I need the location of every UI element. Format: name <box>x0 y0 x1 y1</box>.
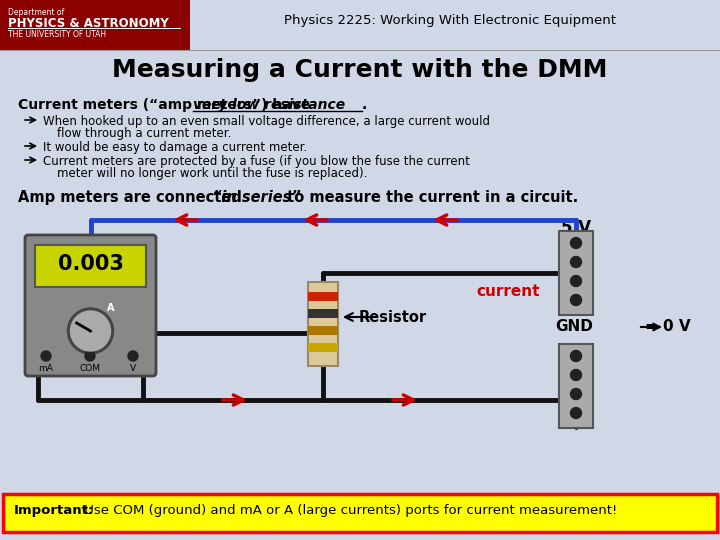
Text: mA: mA <box>39 364 53 373</box>
FancyBboxPatch shape <box>0 0 190 50</box>
Text: Important:: Important: <box>14 504 94 517</box>
Circle shape <box>71 311 110 351</box>
Text: COM: COM <box>79 364 101 373</box>
Text: When hooked up to an even small voltage difference, a large current would: When hooked up to an even small voltage … <box>43 115 490 128</box>
Circle shape <box>570 350 582 361</box>
Text: “in series”: “in series” <box>212 190 301 205</box>
Text: Use COM (ground) and mA or A (large currents) ports for current measurement!: Use COM (ground) and mA or A (large curr… <box>80 504 617 517</box>
Text: THE UNIVERSITY OF UTAH: THE UNIVERSITY OF UTAH <box>8 30 106 39</box>
Text: = 0 V: = 0 V <box>645 319 690 334</box>
Text: Current meters are protected by a fuse (if you blow the fuse the current: Current meters are protected by a fuse (… <box>43 155 470 168</box>
Text: 5 V: 5 V <box>561 219 591 237</box>
Text: Current meters (“amp meters”) have: Current meters (“amp meters”) have <box>18 98 315 112</box>
Circle shape <box>128 351 138 361</box>
Text: Physics 2225: Working With Electronic Equipment: Physics 2225: Working With Electronic Eq… <box>284 14 616 27</box>
Text: V: V <box>130 364 136 373</box>
FancyBboxPatch shape <box>559 344 593 428</box>
Text: Resistor: Resistor <box>359 310 427 325</box>
Circle shape <box>570 275 582 287</box>
FancyBboxPatch shape <box>308 343 338 352</box>
Text: GND: GND <box>555 319 593 334</box>
Text: very low resistance: very low resistance <box>193 98 345 112</box>
Text: Measuring a Current with the DMM: Measuring a Current with the DMM <box>112 58 608 82</box>
Text: 0.003: 0.003 <box>58 254 123 274</box>
FancyBboxPatch shape <box>308 282 338 366</box>
FancyBboxPatch shape <box>308 292 338 301</box>
Circle shape <box>570 238 582 248</box>
FancyBboxPatch shape <box>308 309 338 318</box>
Text: A: A <box>107 303 114 313</box>
FancyBboxPatch shape <box>35 245 146 287</box>
Circle shape <box>570 256 582 267</box>
Circle shape <box>570 408 582 418</box>
Text: .: . <box>362 98 367 112</box>
FancyBboxPatch shape <box>308 326 338 335</box>
Text: Amp meters are connected: Amp meters are connected <box>18 190 247 205</box>
FancyBboxPatch shape <box>559 231 593 315</box>
Circle shape <box>68 308 114 354</box>
Circle shape <box>570 369 582 381</box>
Text: to measure the current in a circuit.: to measure the current in a circuit. <box>282 190 578 205</box>
FancyBboxPatch shape <box>25 235 156 376</box>
Text: Department of: Department of <box>8 8 64 17</box>
Text: It would be easy to damage a current meter.: It would be easy to damage a current met… <box>43 141 307 154</box>
Text: current: current <box>476 284 540 299</box>
FancyBboxPatch shape <box>3 494 717 532</box>
Circle shape <box>570 388 582 400</box>
Circle shape <box>570 294 582 306</box>
Circle shape <box>85 351 95 361</box>
Circle shape <box>41 351 51 361</box>
Text: PHYSICS & ASTRONOMY: PHYSICS & ASTRONOMY <box>8 17 168 30</box>
Text: meter will no longer work until the fuse is replaced).: meter will no longer work until the fuse… <box>57 167 367 180</box>
Text: flow through a current meter.: flow through a current meter. <box>57 127 231 140</box>
